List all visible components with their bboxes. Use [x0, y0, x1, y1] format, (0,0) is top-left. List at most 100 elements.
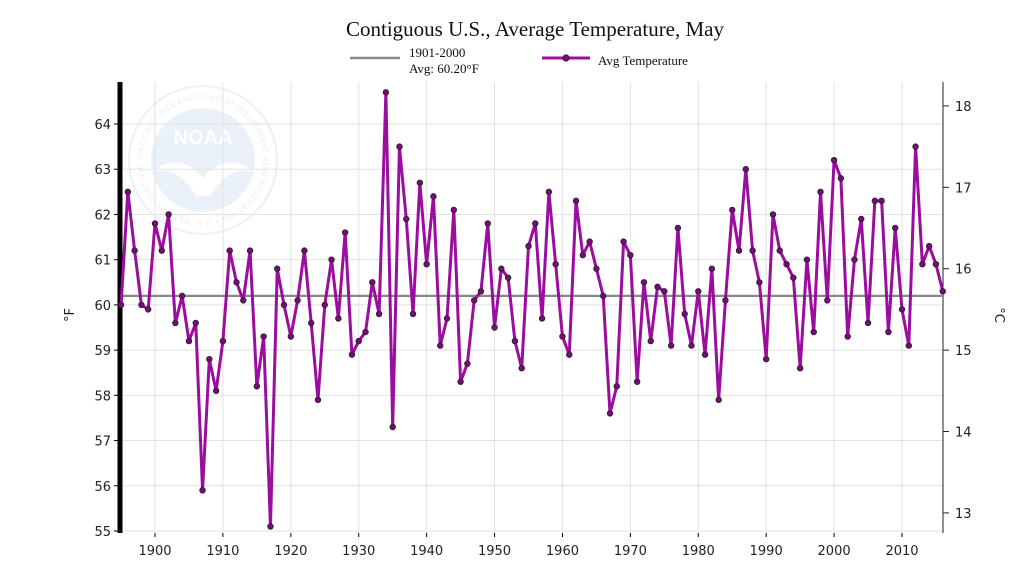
bottom-tick-label-1950: 1950 — [478, 544, 511, 559]
data-point-1966 — [600, 292, 607, 300]
data-point-1965 — [593, 265, 600, 272]
noaa-watermark: NATIONAL OCEANIC AND ATMOSPHERIC ADMINIS… — [0, 0, 278, 235]
bottom-tick-label-1980: 1980 — [682, 544, 715, 559]
data-point-1976 — [667, 342, 675, 349]
data-point-1964 — [586, 238, 593, 245]
data-point-1936 — [396, 143, 403, 150]
data-point-1925 — [321, 301, 328, 309]
data-point-1973 — [647, 337, 654, 345]
data-point-2005 — [864, 319, 872, 327]
data-point-1970 — [627, 251, 634, 259]
data-point-1938 — [409, 310, 417, 318]
data-point-2014 — [925, 242, 933, 250]
data-point-2002 — [844, 333, 851, 340]
data-point-1909 — [212, 387, 220, 395]
right-tick-label-13: 13 — [955, 507, 972, 522]
left-tick-label-63: 63 — [94, 163, 111, 178]
data-point-2009 — [892, 224, 899, 232]
data-point-1997 — [810, 328, 817, 336]
watermark-logo-text: NOAA — [174, 127, 233, 149]
data-point-1945 — [457, 378, 464, 385]
data-point-1905 — [185, 337, 193, 345]
data-point-1898 — [138, 301, 145, 309]
data-point-2007 — [878, 197, 885, 205]
data-point-1991 — [769, 211, 777, 218]
data-point-1917 — [267, 523, 274, 530]
data-point-1950 — [491, 324, 498, 331]
bottom-tick-label-2010: 2010 — [885, 544, 918, 559]
data-point-1921 — [294, 297, 301, 304]
data-point-1922 — [301, 247, 308, 254]
data-point-1947 — [470, 297, 478, 304]
data-point-1928 — [341, 229, 349, 236]
data-point-1895 — [117, 301, 125, 309]
data-point-1984 — [722, 297, 729, 304]
right-tick-label-14: 14 — [955, 426, 972, 441]
right-tick-label-18: 18 — [955, 100, 972, 115]
data-point-1953 — [511, 337, 519, 345]
bottom-tick-label-1910: 1910 — [206, 544, 239, 559]
data-point-1977 — [674, 224, 682, 232]
data-point-1943 — [443, 315, 451, 322]
data-point-1969 — [620, 238, 627, 245]
left-tick-label-59: 59 — [94, 344, 111, 359]
data-point-1956 — [532, 220, 539, 227]
bottom-tick-label-1900: 1900 — [138, 544, 171, 559]
chart-title: Contiguous U.S., Average Temperature, Ma… — [346, 17, 725, 41]
bottom-tick-label-2000: 2000 — [818, 544, 851, 559]
data-point-1902 — [165, 211, 172, 218]
data-point-1960 — [559, 333, 566, 340]
data-point-1919 — [280, 301, 288, 309]
right-tick-label-17: 17 — [955, 181, 972, 196]
data-point-1923 — [307, 319, 315, 327]
data-point-1958 — [545, 188, 553, 196]
data-point-1955 — [525, 242, 532, 250]
data-point-1927 — [335, 315, 342, 322]
data-point-1982 — [708, 265, 716, 272]
data-point-1910 — [219, 337, 227, 345]
data-point-1961 — [566, 351, 573, 358]
data-point-1957 — [538, 315, 546, 322]
data-point-1901 — [158, 247, 165, 254]
data-point-1981 — [701, 351, 709, 358]
data-point-1903 — [172, 319, 179, 327]
data-point-1912 — [233, 279, 240, 286]
data-point-1999 — [824, 297, 831, 304]
data-point-1967 — [606, 410, 614, 417]
data-point-2016 — [939, 288, 946, 295]
data-point-1980 — [695, 288, 702, 295]
data-point-1979 — [688, 342, 695, 349]
data-point-1935 — [389, 423, 396, 431]
data-point-1972 — [640, 279, 648, 286]
data-point-1989 — [756, 279, 763, 286]
data-point-2004 — [858, 215, 865, 223]
data-point-1998 — [817, 188, 824, 196]
data-point-1978 — [681, 310, 688, 318]
data-point-1899 — [145, 306, 152, 313]
data-point-1971 — [633, 378, 641, 385]
data-point-1897 — [131, 247, 138, 254]
data-point-2000 — [830, 156, 838, 164]
left-axis-unit-label: °F — [63, 308, 78, 322]
left-tick-label-64: 64 — [94, 118, 111, 133]
data-point-1974 — [654, 283, 661, 290]
bottom-tick-label-1930: 1930 — [342, 544, 375, 559]
watermark-bird-icon — [152, 162, 254, 196]
data-point-1937 — [403, 215, 410, 223]
series-line-avg-temperature — [119, 90, 945, 528]
data-point-2010 — [898, 306, 906, 313]
data-point-1940 — [423, 260, 430, 268]
bottom-tick-label-1920: 1920 — [274, 544, 307, 559]
right-axis-unit-label: °C — [991, 307, 1006, 323]
data-point-1946 — [464, 360, 471, 367]
data-point-1934 — [382, 89, 390, 96]
data-point-1907 — [199, 487, 206, 494]
data-point-1930 — [355, 337, 362, 345]
data-point-1913 — [240, 297, 247, 304]
legend-baseline-label: 1901-2000 — [409, 45, 465, 60]
data-point-2008 — [885, 328, 892, 336]
data-point-1915 — [253, 383, 261, 390]
left-tick-label-56: 56 — [94, 480, 111, 495]
data-point-1985 — [729, 206, 736, 214]
